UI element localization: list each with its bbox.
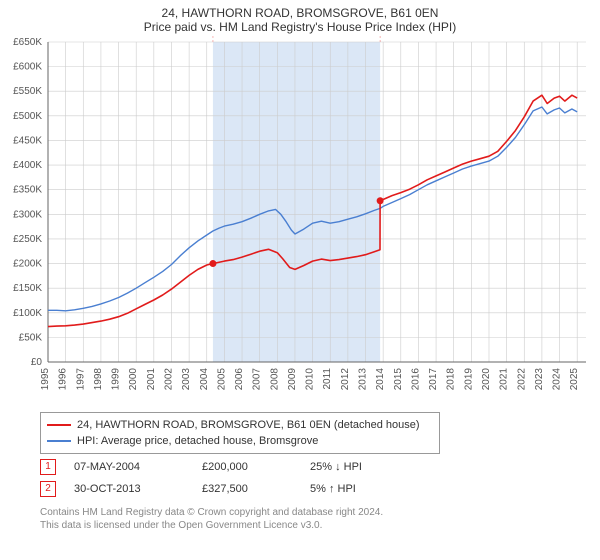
svg-text:2016: 2016 xyxy=(410,368,421,391)
svg-text:£650K: £650K xyxy=(13,37,42,48)
svg-text:2014: 2014 xyxy=(375,368,386,391)
svg-text:2015: 2015 xyxy=(393,368,404,391)
legend-swatch xyxy=(47,424,71,426)
svg-text:2008: 2008 xyxy=(269,368,280,391)
svg-text:2002: 2002 xyxy=(163,368,174,391)
attribution-line1: Contains HM Land Registry data © Crown c… xyxy=(40,506,560,519)
svg-text:£0: £0 xyxy=(31,357,43,368)
svg-text:1997: 1997 xyxy=(75,368,86,391)
event-row: 1 07-MAY-2004 £200,000 25% ↓ HPI xyxy=(40,456,560,478)
svg-text:2006: 2006 xyxy=(234,368,245,391)
legend-row: 24, HAWTHORN ROAD, BROMSGROVE, B61 0EN (… xyxy=(47,417,433,433)
chart-legend: 24, HAWTHORN ROAD, BROMSGROVE, B61 0EN (… xyxy=(40,412,440,454)
event-marker-icon: 2 xyxy=(40,481,56,497)
svg-text:£550K: £550K xyxy=(13,86,42,97)
svg-text:£400K: £400K xyxy=(13,160,42,171)
legend-label: HPI: Average price, detached house, Brom… xyxy=(77,433,318,449)
event-hpi: 25% ↓ HPI xyxy=(310,456,430,478)
svg-text:2011: 2011 xyxy=(322,368,333,390)
svg-text:2012: 2012 xyxy=(340,368,351,391)
svg-text:£50K: £50K xyxy=(19,332,43,343)
svg-text:2005: 2005 xyxy=(216,368,227,391)
svg-text:2004: 2004 xyxy=(199,368,210,391)
attribution-line2: This data is licensed under the Open Gov… xyxy=(40,519,560,532)
svg-text:2001: 2001 xyxy=(146,368,157,391)
event-price: £200,000 xyxy=(202,456,292,478)
svg-text:2018: 2018 xyxy=(446,368,457,391)
svg-text:2010: 2010 xyxy=(305,368,316,391)
svg-text:2020: 2020 xyxy=(481,368,492,391)
legend-row: HPI: Average price, detached house, Brom… xyxy=(47,433,433,449)
chart-titles: 24, HAWTHORN ROAD, BROMSGROVE, B61 0EN P… xyxy=(0,0,600,38)
event-date: 30-OCT-2013 xyxy=(74,478,184,500)
event-date: 07-MAY-2004 xyxy=(74,456,184,478)
event-table: 1 07-MAY-2004 £200,000 25% ↓ HPI 2 30-OCT-201… xyxy=(40,456,560,500)
svg-text:2013: 2013 xyxy=(358,368,369,391)
svg-text:£350K: £350K xyxy=(13,185,42,196)
svg-text:2022: 2022 xyxy=(516,368,527,391)
event-marker-icon: 1 xyxy=(40,459,56,475)
event-price: £327,500 xyxy=(202,478,292,500)
price-chart: £0 £50K £100K £150K £200K £250K £300K £350K £400… xyxy=(0,36,600,406)
svg-text:2021: 2021 xyxy=(499,368,510,391)
legend-swatch xyxy=(47,440,71,442)
svg-text:£250K: £250K xyxy=(13,234,42,245)
svg-text:1998: 1998 xyxy=(93,368,104,391)
event-row: 2 30-OCT-2013 £327,500 5% ↑ HPI xyxy=(40,478,560,500)
svg-text:1999: 1999 xyxy=(111,368,122,391)
attribution: Contains HM Land Registry data © Crown c… xyxy=(40,506,560,532)
svg-text:2007: 2007 xyxy=(252,368,263,391)
title-address: 24, HAWTHORN ROAD, BROMSGROVE, B61 0EN xyxy=(0,6,600,20)
svg-text:2009: 2009 xyxy=(287,368,298,391)
svg-text:2023: 2023 xyxy=(534,368,545,391)
svg-text:1995: 1995 xyxy=(40,368,51,391)
svg-text:1996: 1996 xyxy=(58,368,69,391)
svg-text:2024: 2024 xyxy=(552,368,563,391)
svg-text:£100K: £100K xyxy=(13,308,42,319)
svg-text:2017: 2017 xyxy=(428,368,439,391)
svg-text:£600K: £600K xyxy=(13,62,42,73)
chart-container: { "title_line1": "24, HAWTHORN ROAD, BRO… xyxy=(0,0,600,560)
svg-text:£450K: £450K xyxy=(13,135,42,146)
svg-text:£200K: £200K xyxy=(13,259,42,270)
svg-text:2003: 2003 xyxy=(181,368,192,391)
svg-text:2000: 2000 xyxy=(128,368,139,391)
svg-text:2019: 2019 xyxy=(463,368,474,391)
event-hpi: 5% ↑ HPI xyxy=(310,478,430,500)
svg-text:£150K: £150K xyxy=(13,283,42,294)
legend-label: 24, HAWTHORN ROAD, BROMSGROVE, B61 0EN (… xyxy=(77,417,420,433)
title-subtitle: Price paid vs. HM Land Registry's House … xyxy=(0,20,600,34)
svg-text:2025: 2025 xyxy=(569,368,580,391)
svg-text:£500K: £500K xyxy=(13,111,42,122)
svg-text:£300K: £300K xyxy=(13,209,42,220)
